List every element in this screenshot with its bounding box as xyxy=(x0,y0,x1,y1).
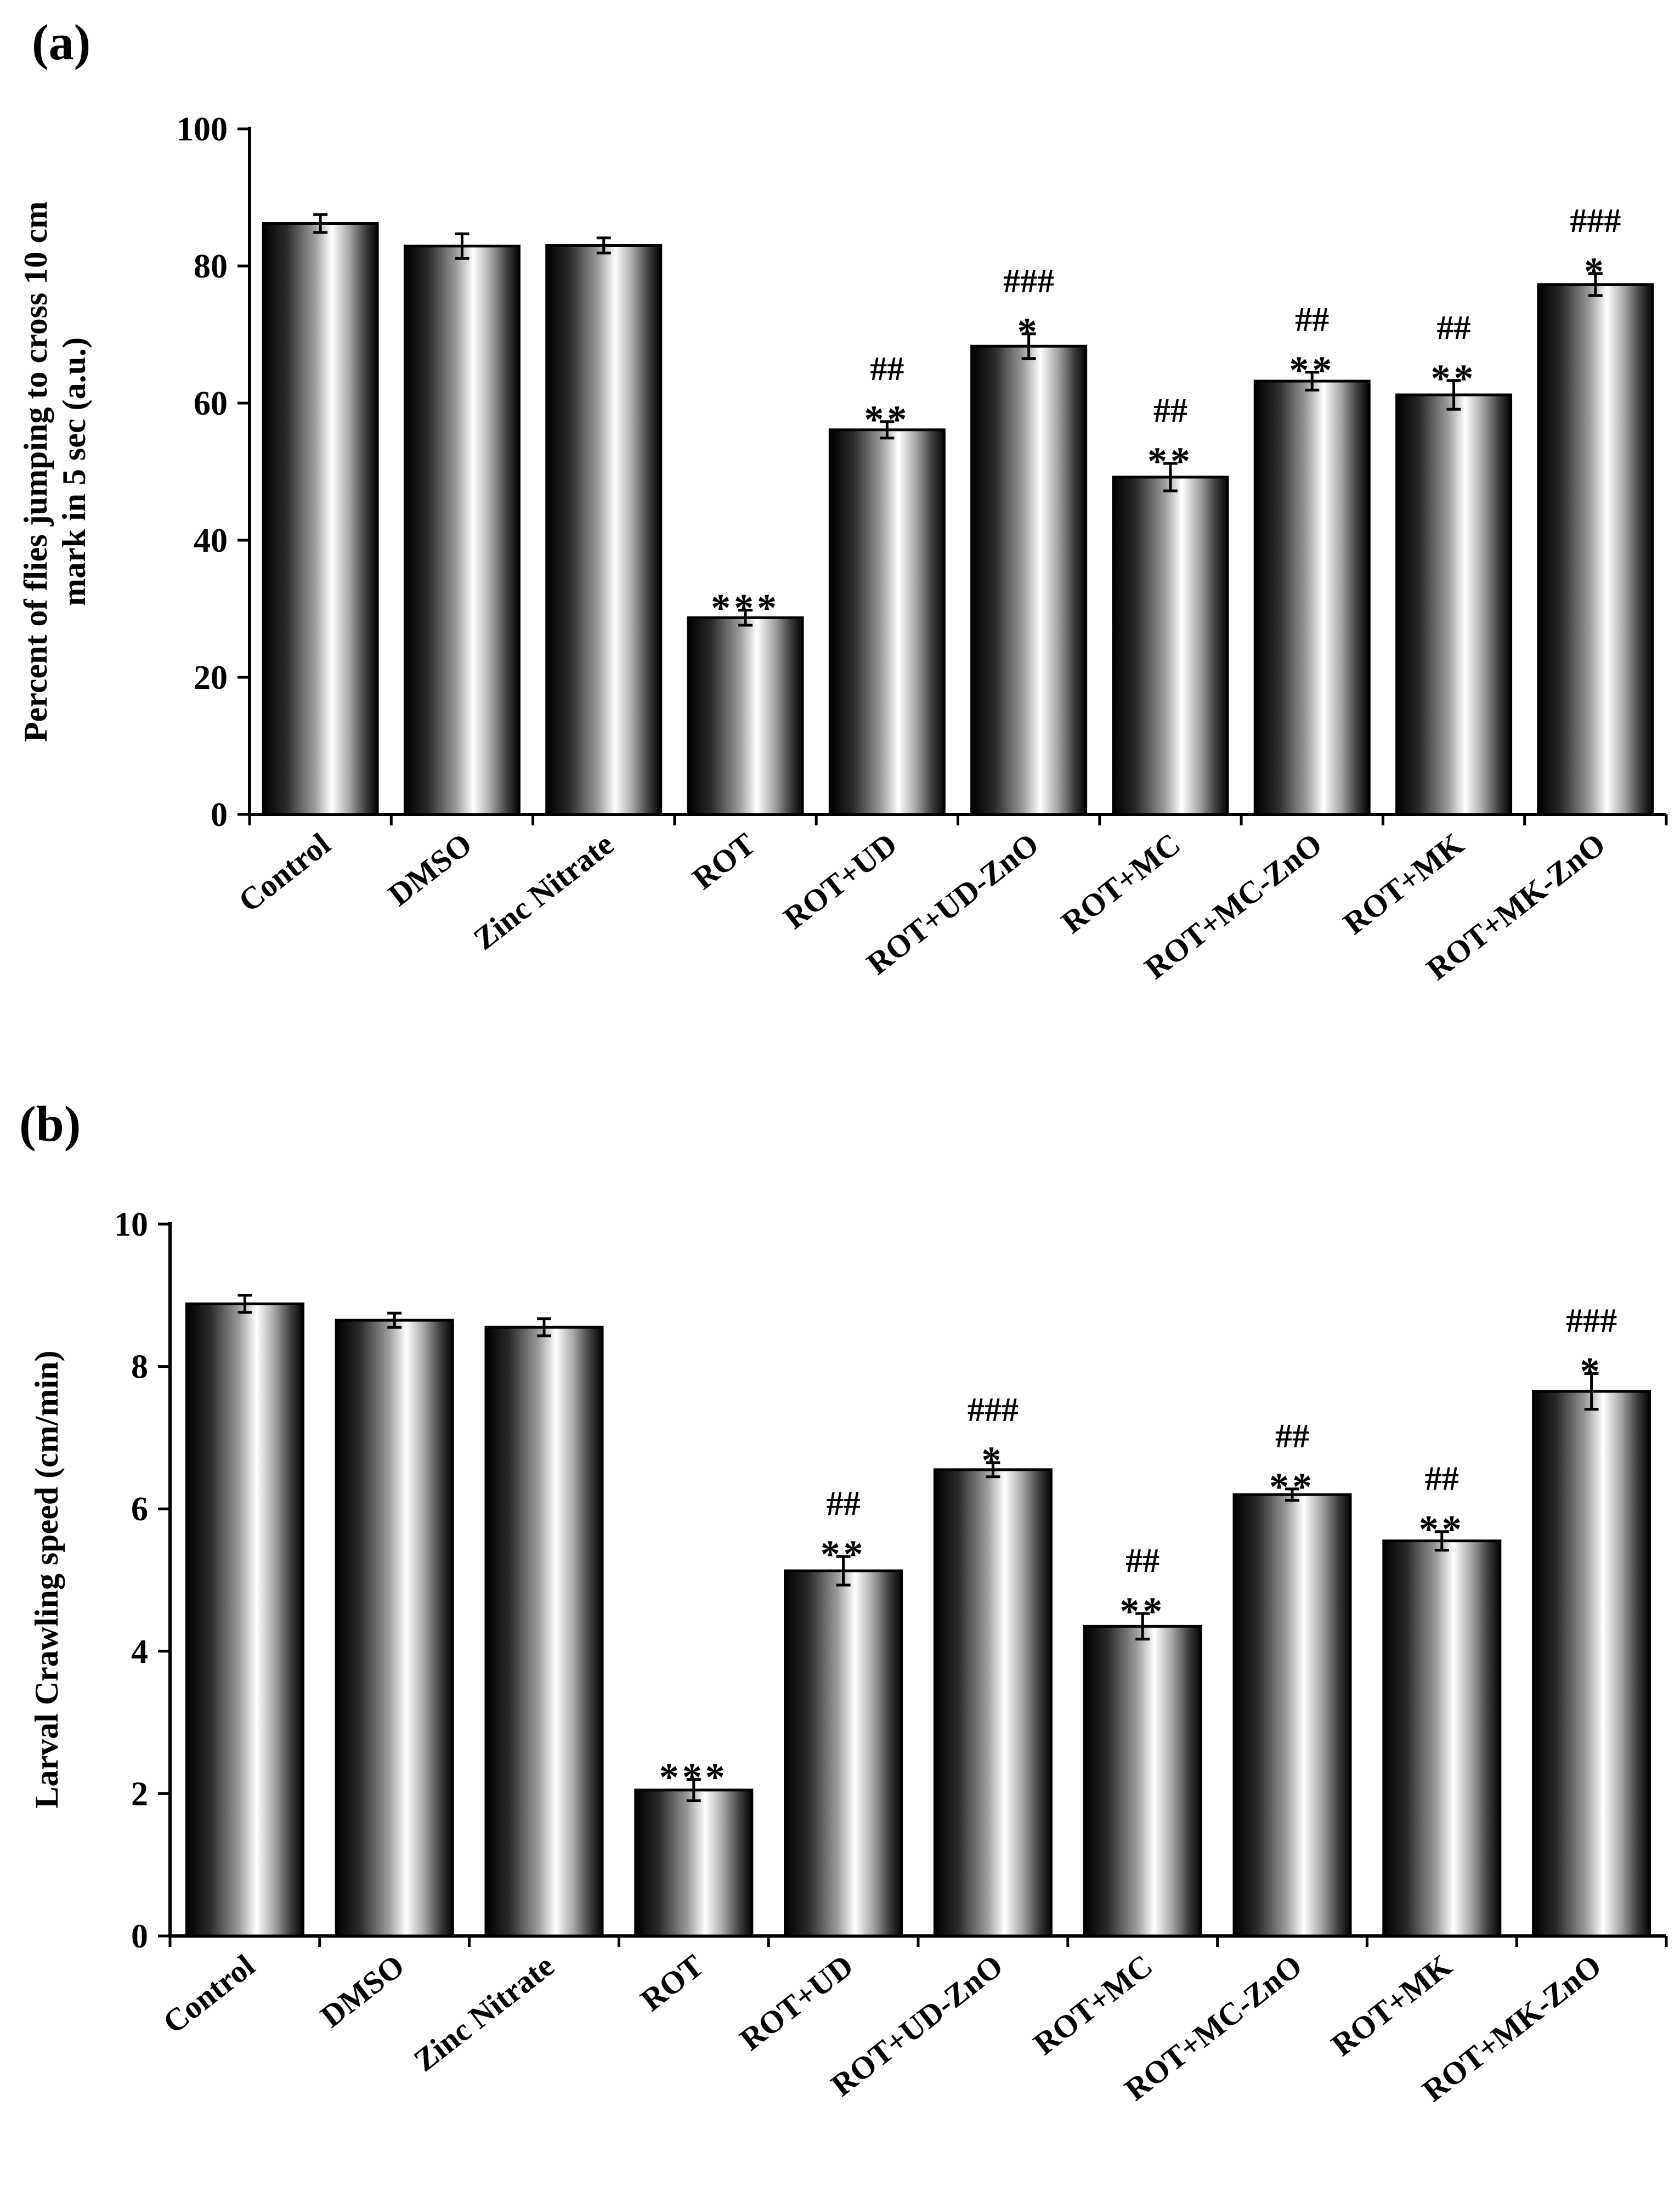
panel-b-x-tick-label: ROT+MK xyxy=(1325,1947,1458,2063)
panel-a-bar xyxy=(403,245,521,816)
panel-a-y-tick-label: 60 xyxy=(194,385,228,422)
panel-a-significance-star: ** xyxy=(864,398,910,441)
panel-b-significance-hash: ## xyxy=(1125,1542,1159,1579)
panel-a-bar xyxy=(828,428,946,816)
panel-a-x-tick-label: ROT+MC xyxy=(1055,826,1187,940)
panel-a-significance-star: * xyxy=(1017,310,1040,354)
panel-b-x-tick-label: ROT xyxy=(634,1947,710,2018)
panel-a-x-tick-label: ROT+MK xyxy=(1337,826,1470,941)
panel-a-y-tick-label: 100 xyxy=(177,111,228,148)
panel-a-significance-star: ** xyxy=(1147,439,1193,483)
panel-a-bar xyxy=(1112,475,1229,816)
panel-b-significance-hash: ### xyxy=(968,1391,1019,1429)
panel-b-y-tick-label: 6 xyxy=(131,1491,148,1528)
panel-b-y-axis-title: Larval Crawling speed (cm/min) xyxy=(29,1351,65,1809)
panel-a-y-tick-label: 20 xyxy=(194,659,228,697)
panel-b-y-tick-label: 2 xyxy=(131,1775,148,1813)
panel-a-bar xyxy=(262,222,379,816)
panel-b-significance-hash: ## xyxy=(1275,1418,1309,1455)
panel-b-bar xyxy=(1532,1390,1651,1938)
panel-a-bar xyxy=(1253,380,1371,816)
panel-a-significance-hash: ## xyxy=(1295,301,1329,338)
panel-a-bar xyxy=(1395,393,1513,816)
panel-a-significance-star: ** xyxy=(1431,356,1477,400)
panel-b-bar xyxy=(1382,1539,1502,1938)
panel-a-significance-star: ** xyxy=(1289,348,1335,392)
panel-a-x-tick-label: ROT+UD xyxy=(777,826,903,936)
panel-b-x-tick-label: Control xyxy=(156,1947,262,2041)
panel-b-bar xyxy=(335,1318,454,1938)
panel-b-bar xyxy=(784,1569,903,1938)
panel-b-bar xyxy=(185,1302,304,1938)
panel-b-label: (b) xyxy=(19,1096,81,1152)
panel-b-bar xyxy=(933,1468,1053,1938)
panel-b-chart: (b) Larval Crawling speed (cm/min) 0 2 4 6 8 10… xyxy=(19,1096,1668,2109)
panel-a-bar xyxy=(970,344,1088,816)
panel-a-chart: (a) Percent of flies jumping to cross 10 … xyxy=(18,14,1668,987)
panel-b-significance-star: * xyxy=(1580,1350,1603,1394)
panel-a-bar xyxy=(687,616,804,816)
panel-b-y-tick-label: 4 xyxy=(131,1633,148,1671)
panel-a-bar xyxy=(1537,283,1654,816)
panel-b-bar xyxy=(1083,1624,1202,1938)
panel-a-significance-hash: ### xyxy=(1570,202,1621,240)
panel-a-significance-star: *** xyxy=(711,586,780,630)
panel-a-y-axis-title: Percent of flies jumping to cross 10 cm xyxy=(18,201,54,742)
panel-b-significance-star: * xyxy=(981,1439,1004,1482)
panel-a-y-tick-label: 40 xyxy=(194,522,228,559)
panel-b-significance-star: *** xyxy=(659,1755,728,1799)
panel-b-y-tick-label: 10 xyxy=(114,1206,148,1243)
panel-a-x-tick-label: Control xyxy=(232,826,337,919)
panel-b-significance-star: ** xyxy=(1419,1508,1465,1552)
panel-b-significance-hash: ## xyxy=(1425,1460,1459,1498)
panel-a-significance-hash: ## xyxy=(1437,309,1471,347)
panel-a-significance-star: * xyxy=(1584,250,1607,293)
panel-b-y-tick-label: 8 xyxy=(131,1349,148,1386)
panel-a-significance-hash: ## xyxy=(870,350,904,388)
panel-a-x-tick-label: DMSO xyxy=(381,826,478,913)
panel-a-label: (a) xyxy=(32,14,90,70)
panel-b-x-tick-label: Zinc Nitrate xyxy=(407,1947,561,2079)
panel-a-significance-hash: ## xyxy=(1153,392,1187,429)
panel-b-significance-hash: ### xyxy=(1566,1303,1617,1340)
panel-b-bar xyxy=(1232,1493,1352,1938)
panel-a-significance-hash: ### xyxy=(1003,263,1054,300)
panel-b-significance-star: ** xyxy=(1269,1465,1315,1509)
panel-b-y-tick-label: 0 xyxy=(131,1918,148,1955)
panel-b-significance-star: ** xyxy=(1119,1589,1166,1633)
panel-b-significance-hash: ## xyxy=(827,1485,861,1522)
panel-b-bar xyxy=(634,1788,754,1938)
panel-a-x-tick-label: Zinc Nitrate xyxy=(467,826,620,957)
panel-a-y-tick-label: 0 xyxy=(211,796,228,834)
panel-a-y-axis-title: mark in 5 sec (a.u.) xyxy=(56,337,92,606)
panel-b-x-tick-label: DMSO xyxy=(314,1947,411,2034)
panel-b-significance-star: ** xyxy=(821,1532,867,1576)
panel-a-x-tick-label: ROT xyxy=(686,826,762,897)
panel-a-bar xyxy=(545,244,663,816)
panel-b-bar xyxy=(484,1326,604,1938)
panel-b-x-tick-label: ROT+UD xyxy=(733,1947,859,2058)
panel-a-y-tick-label: 80 xyxy=(194,248,228,285)
panel-b-x-tick-label: ROT+MC xyxy=(1027,1947,1159,2062)
